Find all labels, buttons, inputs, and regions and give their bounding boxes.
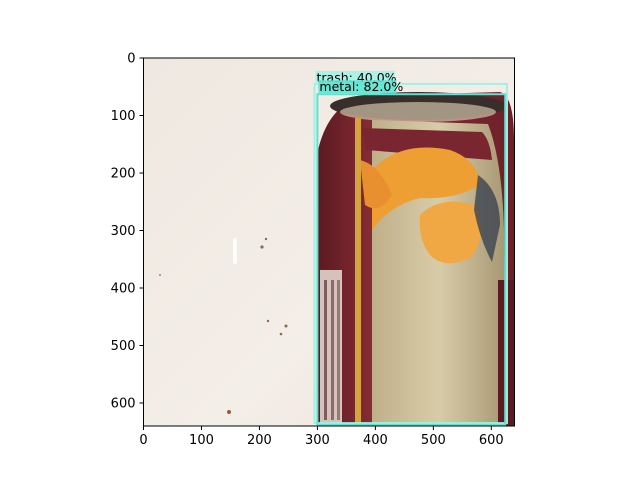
x-tick-label: 400	[363, 433, 388, 448]
y-tick-label: 300	[111, 224, 136, 239]
y-tick-label: 0	[127, 52, 135, 67]
y-axis: 0 100 200 300 400 500 600	[111, 52, 144, 412]
detection-boxes: trash: 40.0%metal: 82.0%	[313, 70, 508, 426]
photo	[143, 58, 515, 426]
axes-frame	[143, 57, 515, 427]
x-tick-label: 0	[139, 433, 147, 448]
y-tick-label: 500	[111, 339, 136, 354]
x-tick-label: 500	[421, 433, 446, 448]
x-tick-label: 600	[479, 433, 504, 448]
x-axis: 0 100 200 300 400 500 600	[139, 426, 504, 448]
y-tick-label: 600	[111, 397, 136, 412]
x-tick-label: 200	[247, 433, 272, 448]
y-tick-label: 100	[111, 109, 136, 124]
x-tick-label: 100	[189, 433, 214, 448]
detection-label-metal: metal: 82.0%	[319, 79, 403, 94]
x-tick-label: 300	[305, 433, 330, 448]
y-tick-label: 400	[111, 282, 136, 297]
detection-label-bg	[318, 80, 397, 94]
detection-box-metal	[316, 93, 507, 426]
detection-box-trash	[313, 82, 508, 425]
y-tick-label: 200	[111, 167, 136, 182]
